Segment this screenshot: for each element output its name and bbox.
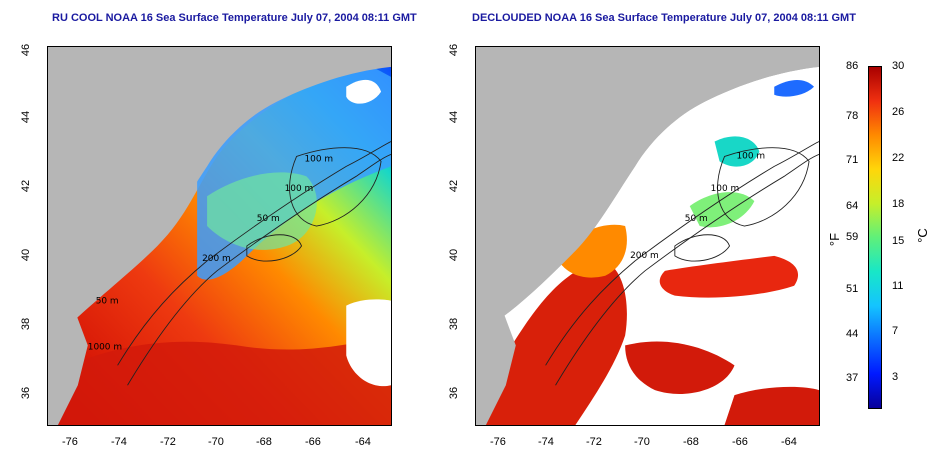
colorbar-c-tick-3: 3 xyxy=(892,371,899,383)
right-panel-title: DECLOUDED NOAA 16 Sea Surface Temperatur… xyxy=(472,12,856,24)
colorbar-f-tick-64: 64 xyxy=(846,200,859,212)
right-lat-tick-36: 36 xyxy=(448,386,461,400)
left-contour-label-1: 100 m xyxy=(305,154,334,164)
colorbar-c-tick-7: 7 xyxy=(892,325,899,337)
colorbar-c-tick-26: 26 xyxy=(892,106,905,118)
left-lon-tick-70: -70 xyxy=(208,436,224,448)
colorbar-c-tick-15: 15 xyxy=(892,235,905,247)
colorbar-f-tick-37: 37 xyxy=(846,372,859,384)
right-lat-tick-42: 42 xyxy=(448,179,461,193)
left-contour-label-4: 200 m xyxy=(202,254,231,264)
right-lon-tick-68: -68 xyxy=(683,436,699,448)
left-lon-tick-74: -74 xyxy=(111,436,127,448)
left-map-graphic: 100 m 100 m 50 m 200 m 50 m 1000 m xyxy=(48,47,391,425)
colorbar-c-tick-30: 30 xyxy=(892,60,905,72)
right-contour-label-3: 50 m xyxy=(685,214,708,224)
left-sst-map: 100 m 100 m 50 m 200 m 50 m 1000 m xyxy=(47,46,392,426)
left-lat-tick-40: 40 xyxy=(20,248,33,262)
right-lat-tick-40: 40 xyxy=(448,248,461,262)
right-lat-tick-44: 44 xyxy=(448,110,461,124)
right-lat-tick-46: 46 xyxy=(448,43,461,57)
right-lon-tick-64: -64 xyxy=(781,436,797,448)
left-lat-tick-44: 44 xyxy=(20,110,33,124)
fahrenheit-unit-label: °F xyxy=(827,232,843,247)
left-lat-tick-46: 46 xyxy=(20,43,33,57)
left-lon-tick-76: -76 xyxy=(62,436,78,448)
right-lon-tick-66: -66 xyxy=(732,436,748,448)
colorbar-f-tick-51: 51 xyxy=(846,283,859,295)
colorbar-c-tick-11: 11 xyxy=(892,280,904,292)
celsius-unit-label: °C xyxy=(914,228,930,243)
left-lon-tick-64: -64 xyxy=(355,436,371,448)
colorbar-c-tick-18: 18 xyxy=(892,198,905,210)
right-sst-map: 100 m 100 m 50 m 200 m xyxy=(475,46,820,426)
left-lat-tick-36: 36 xyxy=(20,386,33,400)
left-lon-tick-68: -68 xyxy=(256,436,272,448)
temperature-colorbar xyxy=(868,66,882,409)
left-lon-tick-66: -66 xyxy=(305,436,321,448)
right-contour-label-2: 100 m xyxy=(711,184,740,194)
left-contour-label-6: 1000 m xyxy=(88,342,122,352)
left-lat-tick-42: 42 xyxy=(20,179,33,193)
left-contour-label-3: 50 m xyxy=(257,214,280,224)
colorbar-f-tick-59: 59 xyxy=(846,231,859,243)
colorbar-f-tick-44: 44 xyxy=(846,328,859,340)
colorbar-f-tick-78: 78 xyxy=(846,110,859,122)
left-panel-title: RU COOL NOAA 16 Sea Surface Temperature … xyxy=(52,12,417,24)
left-lat-tick-38: 38 xyxy=(20,317,33,331)
right-contour-label-1: 100 m xyxy=(736,151,765,161)
right-map-graphic: 100 m 100 m 50 m 200 m xyxy=(476,47,819,425)
right-lon-tick-70: -70 xyxy=(634,436,650,448)
colorbar-c-tick-22: 22 xyxy=(892,152,905,164)
colorbar-f-tick-86: 86 xyxy=(846,60,859,72)
right-lat-tick-38: 38 xyxy=(448,317,461,331)
left-contour-label-2: 100 m xyxy=(285,184,314,194)
colorbar-f-tick-71: 71 xyxy=(846,154,859,166)
right-lon-tick-72: -72 xyxy=(586,436,602,448)
right-lon-tick-74: -74 xyxy=(538,436,554,448)
left-lon-tick-72: -72 xyxy=(160,436,176,448)
right-contour-label-4: 200 m xyxy=(630,251,659,261)
left-contour-label-5: 50 m xyxy=(96,297,119,307)
right-lon-tick-76: -76 xyxy=(490,436,506,448)
